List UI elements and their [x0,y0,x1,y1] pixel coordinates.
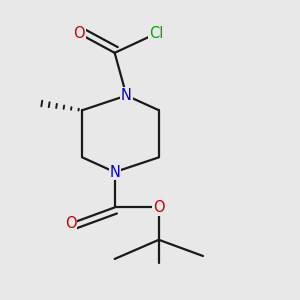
Text: O: O [153,200,165,215]
Text: O: O [65,216,76,231]
Text: O: O [74,26,85,41]
Text: N: N [109,165,120,180]
Text: Cl: Cl [149,26,163,41]
Text: N: N [121,88,132,103]
